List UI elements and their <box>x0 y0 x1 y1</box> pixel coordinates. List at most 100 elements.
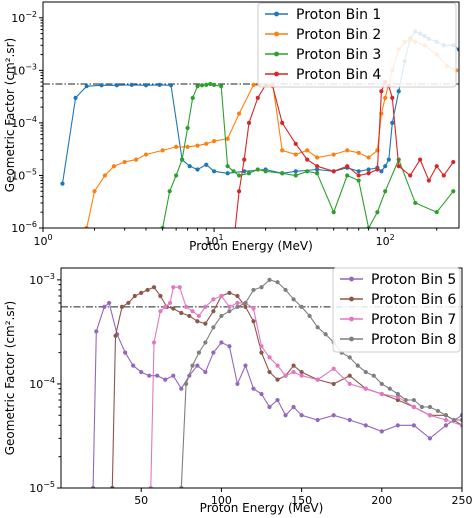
data-point <box>251 82 256 87</box>
data-point <box>114 83 119 88</box>
data-point <box>187 164 192 169</box>
data-point <box>184 381 189 387</box>
data-point <box>147 373 152 378</box>
data-point <box>395 394 400 400</box>
data-point <box>379 381 384 387</box>
data-point <box>139 369 144 375</box>
data-point <box>386 157 391 162</box>
data-point <box>299 369 304 375</box>
data-point <box>219 84 224 89</box>
series-proton-bin-7 <box>148 285 462 488</box>
data-point <box>155 373 160 378</box>
legend-label: Proton Bin 8 <box>371 332 456 348</box>
data-point <box>396 89 401 94</box>
legend-label: Proton Bin 2 <box>296 27 381 43</box>
plot-frame <box>42 1 460 229</box>
data-point <box>225 136 230 141</box>
data-point <box>151 285 157 290</box>
data-point <box>443 413 449 418</box>
data-point <box>331 366 336 371</box>
data-point <box>225 171 230 176</box>
x-tick-label: 101 <box>205 233 224 248</box>
data-point <box>199 83 205 88</box>
data-point <box>305 157 310 162</box>
data-point <box>171 373 176 378</box>
legend: Proton Bin 5 Proton Bin 6 Proton Bin 7 Prot… <box>332 267 461 353</box>
data-point <box>167 300 173 306</box>
data-point <box>203 369 208 375</box>
data-point <box>259 350 264 355</box>
x-tick-label: 50 <box>134 494 148 507</box>
data-point <box>451 189 456 194</box>
data-point <box>355 363 360 368</box>
y-tick-label: 10−4 <box>29 376 55 391</box>
data-point <box>259 344 264 349</box>
y-axis-label: Geometric Factor (cm².sr) <box>3 301 17 456</box>
data-point <box>243 304 248 309</box>
y-axis-label: Geometric Factor (cm².sr) <box>3 38 17 193</box>
data-point <box>99 83 104 88</box>
data-point <box>356 150 361 155</box>
data-point <box>219 293 224 299</box>
legend-swatch-marker <box>349 296 354 302</box>
data-point <box>179 485 184 488</box>
data-point <box>331 152 336 157</box>
data-point <box>315 171 320 176</box>
data-point <box>315 325 320 330</box>
plot-frame <box>60 267 463 489</box>
data-point <box>133 157 139 162</box>
data-point <box>203 321 208 326</box>
data-point <box>236 189 242 194</box>
data-point <box>356 173 361 178</box>
data-point <box>119 304 125 309</box>
data-point <box>195 143 200 148</box>
data-point <box>427 436 433 441</box>
data-point <box>379 391 384 397</box>
data-point <box>331 210 336 215</box>
series-proton-bin-5 <box>90 300 462 488</box>
data-point <box>411 397 416 403</box>
data-point <box>122 159 127 165</box>
legend-item-proton-bin-4: Proton Bin 4 <box>265 67 381 83</box>
data-point <box>434 164 439 169</box>
data-point <box>345 173 350 178</box>
data-point <box>283 373 288 378</box>
data-point <box>275 377 280 382</box>
data-point <box>427 404 433 410</box>
plot-area <box>90 277 462 488</box>
data-point <box>459 413 462 418</box>
data-point <box>283 413 288 418</box>
data-point <box>174 144 179 149</box>
data-point <box>291 369 296 375</box>
data-point <box>196 350 202 355</box>
data-point <box>363 386 368 391</box>
data-point <box>299 413 304 418</box>
data-point <box>102 304 107 309</box>
data-point <box>395 397 400 403</box>
legend-label: Proton Bin 3 <box>296 47 381 63</box>
bottom-chart-panel: 50 100 150 200 250 10−5 10−4 10−3 Proton Energy … <box>3 267 473 515</box>
data-point <box>267 355 272 360</box>
data-point <box>76 253 80 257</box>
data-point <box>315 167 320 172</box>
data-point <box>347 381 352 387</box>
data-point <box>190 95 195 100</box>
data-point <box>363 423 368 428</box>
x-axis-label: Proton Energy (MeV) <box>189 239 313 253</box>
legend-item-proton-bin-5: Proton Bin 5 <box>340 272 456 288</box>
data-point <box>283 287 288 293</box>
data-point <box>280 171 285 176</box>
data-point <box>211 297 216 302</box>
series-line <box>162 83 454 228</box>
data-point <box>158 293 163 299</box>
y-tick-label: 10−2 <box>11 10 37 25</box>
data-point <box>163 377 168 382</box>
data-point <box>315 164 320 169</box>
data-point <box>275 363 280 368</box>
data-point <box>246 171 252 176</box>
data-point <box>123 350 128 355</box>
data-point <box>195 363 200 368</box>
series-line <box>234 80 454 228</box>
data-point <box>208 81 213 87</box>
